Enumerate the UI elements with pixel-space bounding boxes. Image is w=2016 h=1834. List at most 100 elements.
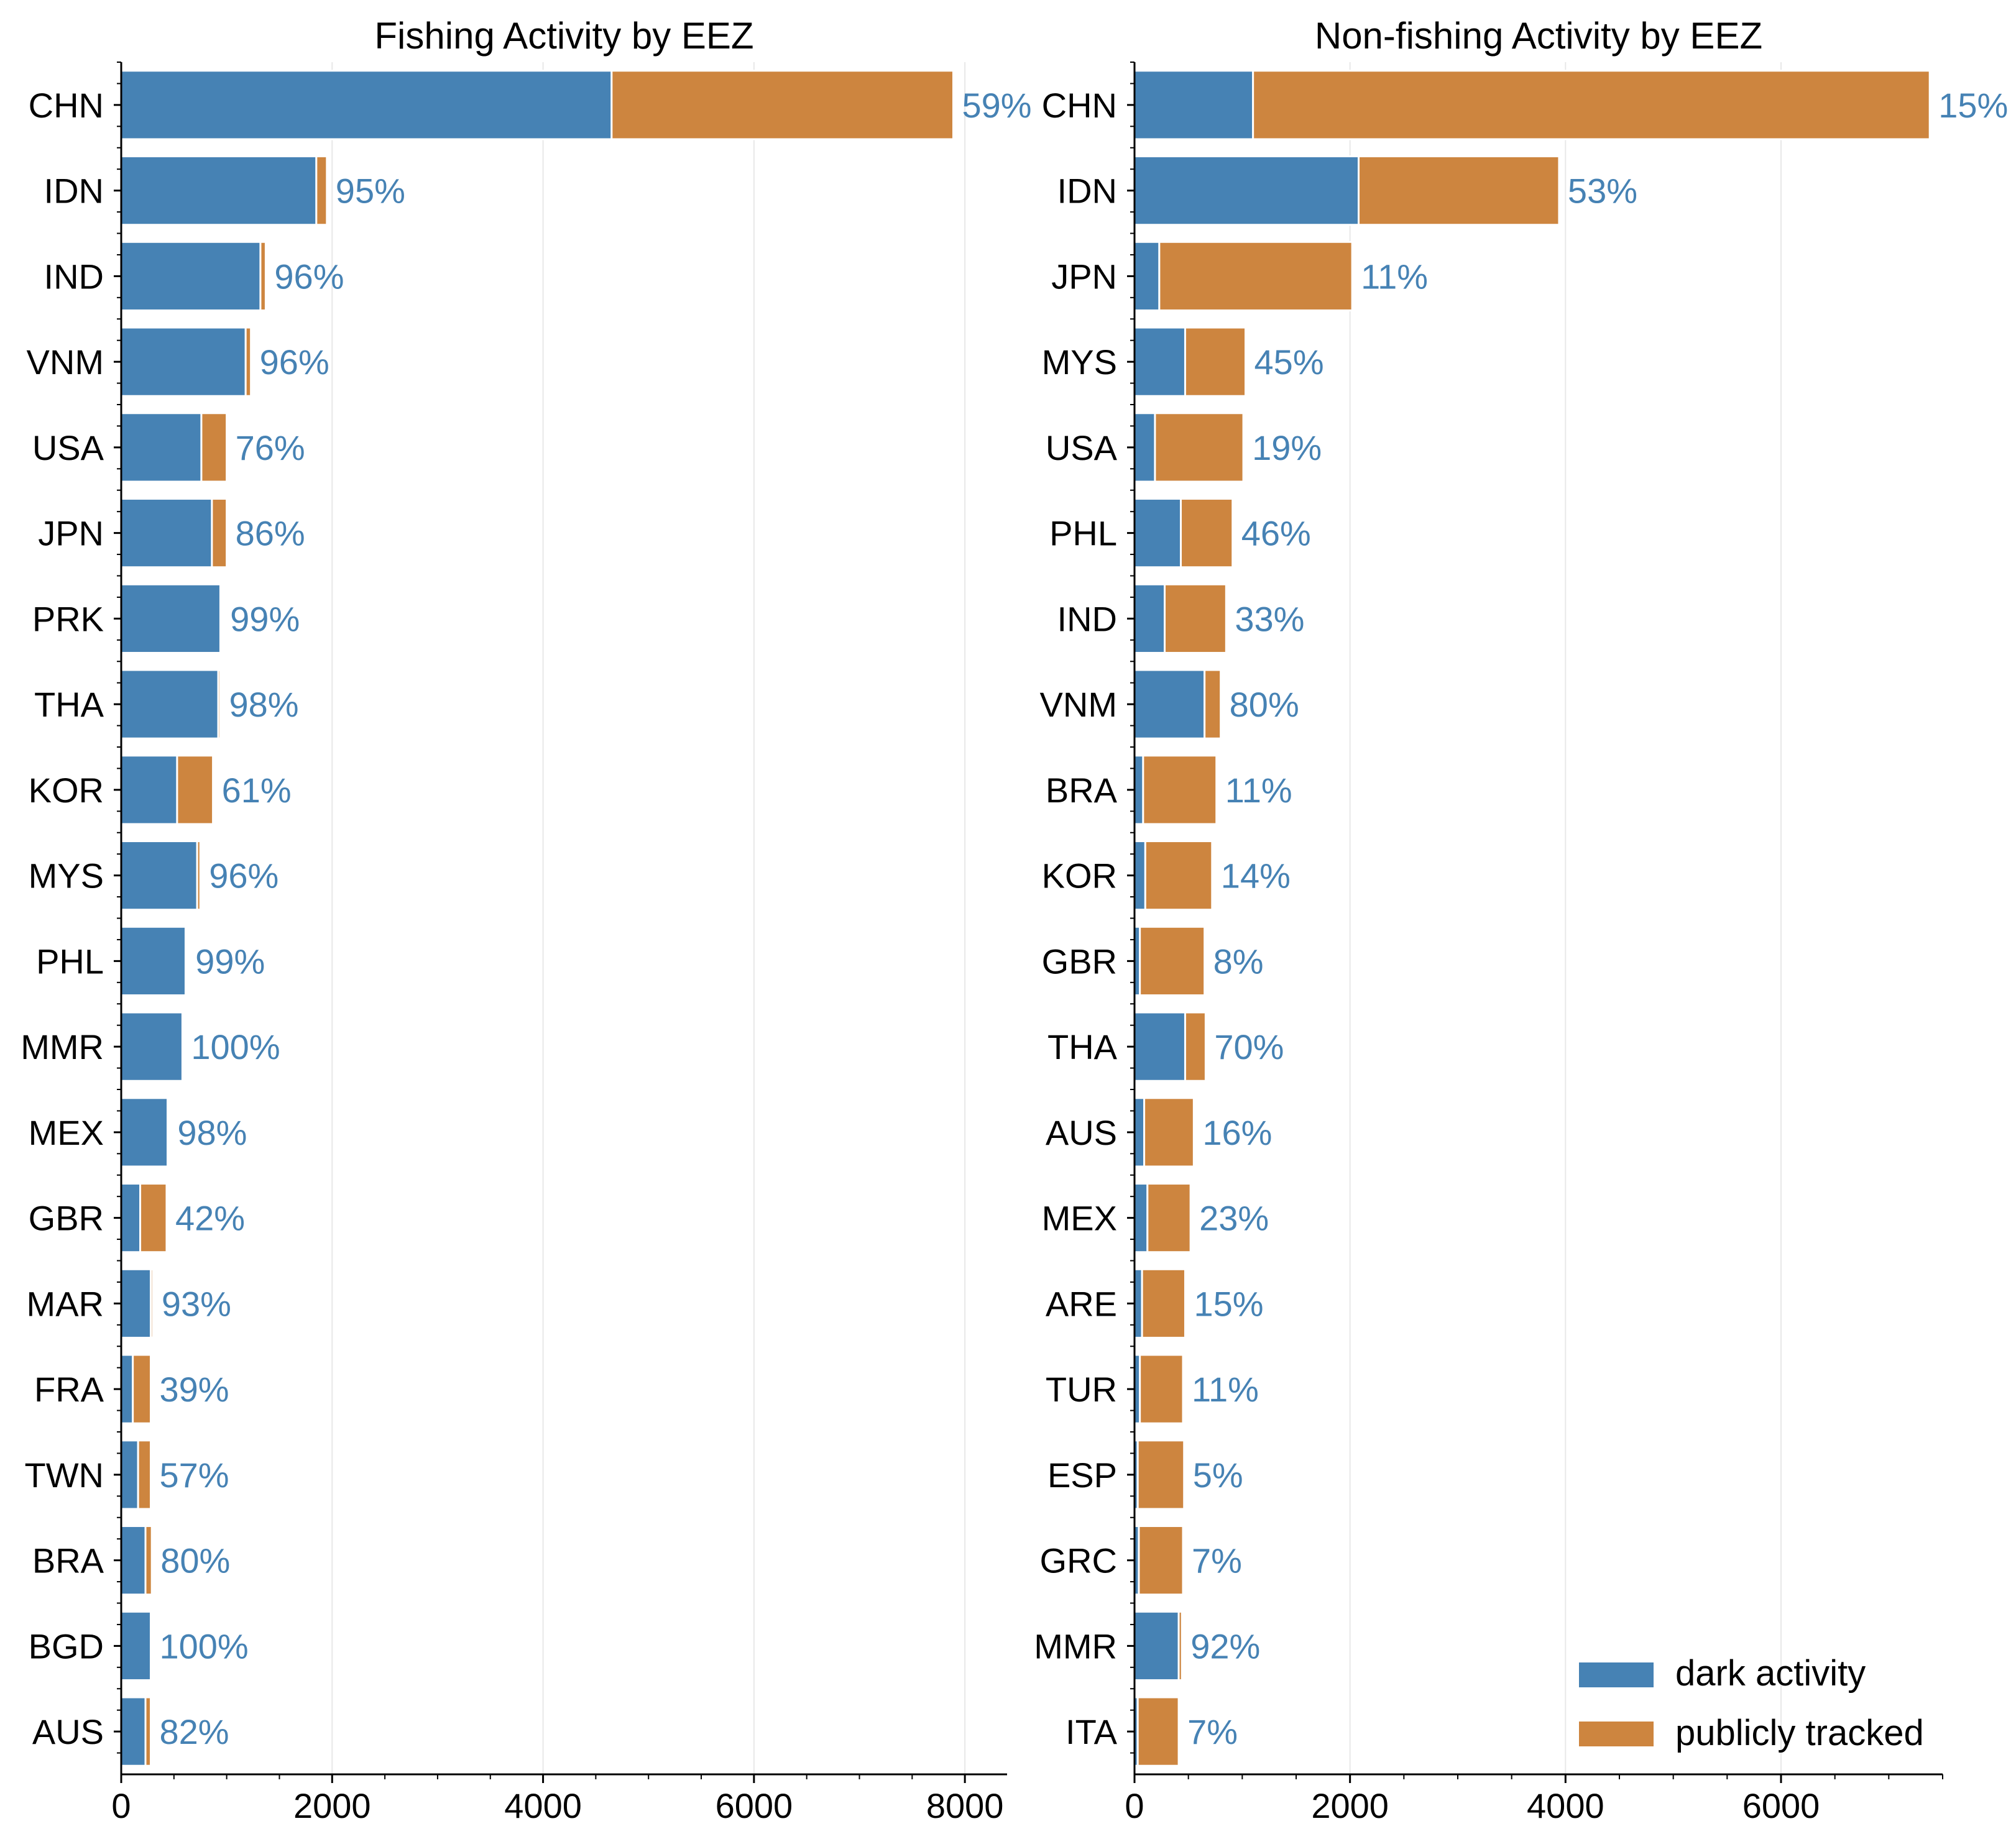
data-label-idn: 53%	[1568, 172, 1637, 211]
data-label-mar: 93%	[162, 1284, 231, 1323]
bar-dark-activity-idn	[1133, 155, 1360, 226]
data-label-ind: 96%	[274, 257, 344, 296]
bar-dark-activity-bra	[1133, 754, 1144, 825]
data-label-bra: 11%	[1225, 771, 1292, 810]
non-fishing-activity-panel: Non-fishing Activity by EEZ 15% CHN 53% IDN 1…	[1034, 15, 2008, 1825]
bar-dark-activity-aus	[1133, 1097, 1146, 1168]
data-label-fra: 39%	[160, 1370, 229, 1409]
tick-label-mys: MYS	[29, 856, 104, 896]
panel-title: Non-fishing Activity by EEZ	[1315, 15, 1762, 57]
bar-publicly-tracked-chn	[610, 70, 954, 140]
bar-dark-activity-ind	[120, 241, 262, 311]
bar-publicly-tracked-aus	[1143, 1097, 1195, 1168]
data-label-ind: 33%	[1235, 599, 1304, 638]
bar-dark-activity-tha	[120, 669, 219, 740]
x-tick-label: 2000	[1311, 1786, 1389, 1825]
tick-label-bra: BRA	[32, 1541, 104, 1580]
data-label-mex: 23%	[1199, 1199, 1269, 1238]
bar-publicly-tracked-bra	[144, 1525, 153, 1596]
tick-label-tha: THA	[34, 685, 104, 724]
data-label-kor: 14%	[1221, 856, 1291, 896]
tick-label-ind: IND	[44, 257, 104, 296]
tick-label-prk: PRK	[32, 599, 104, 638]
data-label-bra: 80%	[160, 1541, 230, 1580]
data-label-esp: 5%	[1193, 1456, 1243, 1495]
tick-label-mmr: MMR	[1034, 1626, 1117, 1666]
tick-label-tha: THA	[1047, 1027, 1118, 1066]
data-label-ita: 7%	[1187, 1712, 1238, 1751]
bar-publicly-tracked-vnm	[244, 326, 252, 397]
bar-publicly-tracked-chn	[1252, 70, 1931, 140]
legend: dark activity publicly tracked	[1579, 1653, 1924, 1753]
bar-publicly-tracked-jpn	[1158, 241, 1353, 311]
bar-publicly-tracked-tha	[1184, 1011, 1207, 1082]
tick-label-grc: GRC	[1040, 1541, 1117, 1580]
tick-label-usa: USA	[1046, 428, 1118, 467]
legend-label-publicly-tracked: publicly tracked	[1675, 1713, 1924, 1753]
tick-label-gbr: GBR	[29, 1199, 104, 1238]
bar-dark-activity-twn	[120, 1439, 139, 1510]
x-tick-label: 6000	[1742, 1786, 1820, 1825]
bar-publicly-tracked-usa	[200, 412, 228, 483]
bar-publicly-tracked-tha	[217, 669, 221, 740]
data-label-bgd: 100%	[160, 1626, 249, 1666]
bar-publicly-tracked-prk	[219, 583, 223, 654]
bar-publicly-tracked-esp	[1136, 1439, 1185, 1510]
x-tick-label: 2000	[293, 1786, 371, 1825]
bar-publicly-tracked-ind	[259, 241, 267, 311]
bar-dark-activity-vnm	[1133, 669, 1206, 740]
tick-label-mex: MEX	[29, 1113, 104, 1152]
bar-publicly-tracked-ita	[1136, 1696, 1180, 1767]
data-label-gbr: 42%	[175, 1199, 245, 1238]
data-label-are: 15%	[1194, 1284, 1263, 1323]
data-label-jpn: 86%	[236, 514, 305, 553]
tick-label-phl: PHL	[1049, 514, 1117, 553]
bar-dark-activity-are	[1133, 1268, 1143, 1339]
x-tick-label: 4000	[1527, 1786, 1604, 1825]
legend-swatch-publicly-tracked	[1579, 1722, 1654, 1746]
bar-publicly-tracked-aus	[144, 1696, 152, 1767]
tick-label-tur: TUR	[1046, 1370, 1117, 1409]
data-label-tur: 11%	[1192, 1370, 1259, 1409]
bar-dark-activity-vnm	[120, 326, 247, 397]
legend-label-dark-activity: dark activity	[1675, 1653, 1866, 1694]
bar-dark-activity-jpn	[120, 498, 213, 569]
tick-label-ita: ITA	[1066, 1712, 1118, 1751]
bar-publicly-tracked-mex	[1146, 1183, 1192, 1254]
bar-dark-activity-phl	[120, 925, 186, 996]
tick-label-mar: MAR	[27, 1284, 104, 1323]
bar-dark-activity-prk	[120, 583, 221, 654]
fishing-activity-panel: Fishing Activity by EEZ 59% CHN 95% IDN 96% IN…	[21, 15, 1031, 1825]
x-tick-label: 0	[1125, 1786, 1144, 1825]
tick-label-twn: TWN	[24, 1456, 104, 1495]
bar-publicly-tracked-idn	[1358, 155, 1560, 226]
bar-publicly-tracked-usa	[1154, 412, 1245, 483]
tick-label-aus: AUS	[1046, 1113, 1117, 1152]
data-label-tha: 98%	[229, 685, 298, 724]
data-label-aus: 16%	[1202, 1113, 1272, 1152]
data-label-aus: 82%	[160, 1712, 229, 1751]
bar-publicly-tracked-vnm	[1204, 669, 1222, 740]
data-label-twn: 57%	[160, 1456, 229, 1495]
bar-dark-activity-bgd	[120, 1610, 152, 1681]
bar-publicly-tracked-mex	[167, 1097, 170, 1168]
data-label-phl: 46%	[1241, 514, 1311, 553]
data-label-vnm: 96%	[260, 342, 329, 382]
bar-dark-activity-bra	[120, 1525, 147, 1596]
bar-publicly-tracked-are	[1141, 1268, 1186, 1339]
tick-label-usa: USA	[32, 428, 104, 467]
tick-label-chn: CHN	[29, 86, 104, 125]
data-label-chn: 59%	[962, 86, 1031, 125]
bar-dark-activity-mmr	[120, 1011, 183, 1082]
data-label-prk: 99%	[230, 599, 300, 638]
tick-label-kor: KOR	[29, 771, 104, 810]
bar-publicly-tracked-fra	[132, 1354, 152, 1424]
bar-publicly-tracked-ind	[1164, 583, 1227, 654]
bar-dark-activity-aus	[120, 1696, 147, 1767]
x-tick-label: 4000	[504, 1786, 582, 1825]
bar-publicly-tracked-mys	[1184, 326, 1247, 397]
data-label-chn: 15%	[1938, 86, 2008, 125]
bar-publicly-tracked-gbr	[139, 1183, 168, 1254]
tick-label-mmr: MMR	[21, 1027, 104, 1066]
